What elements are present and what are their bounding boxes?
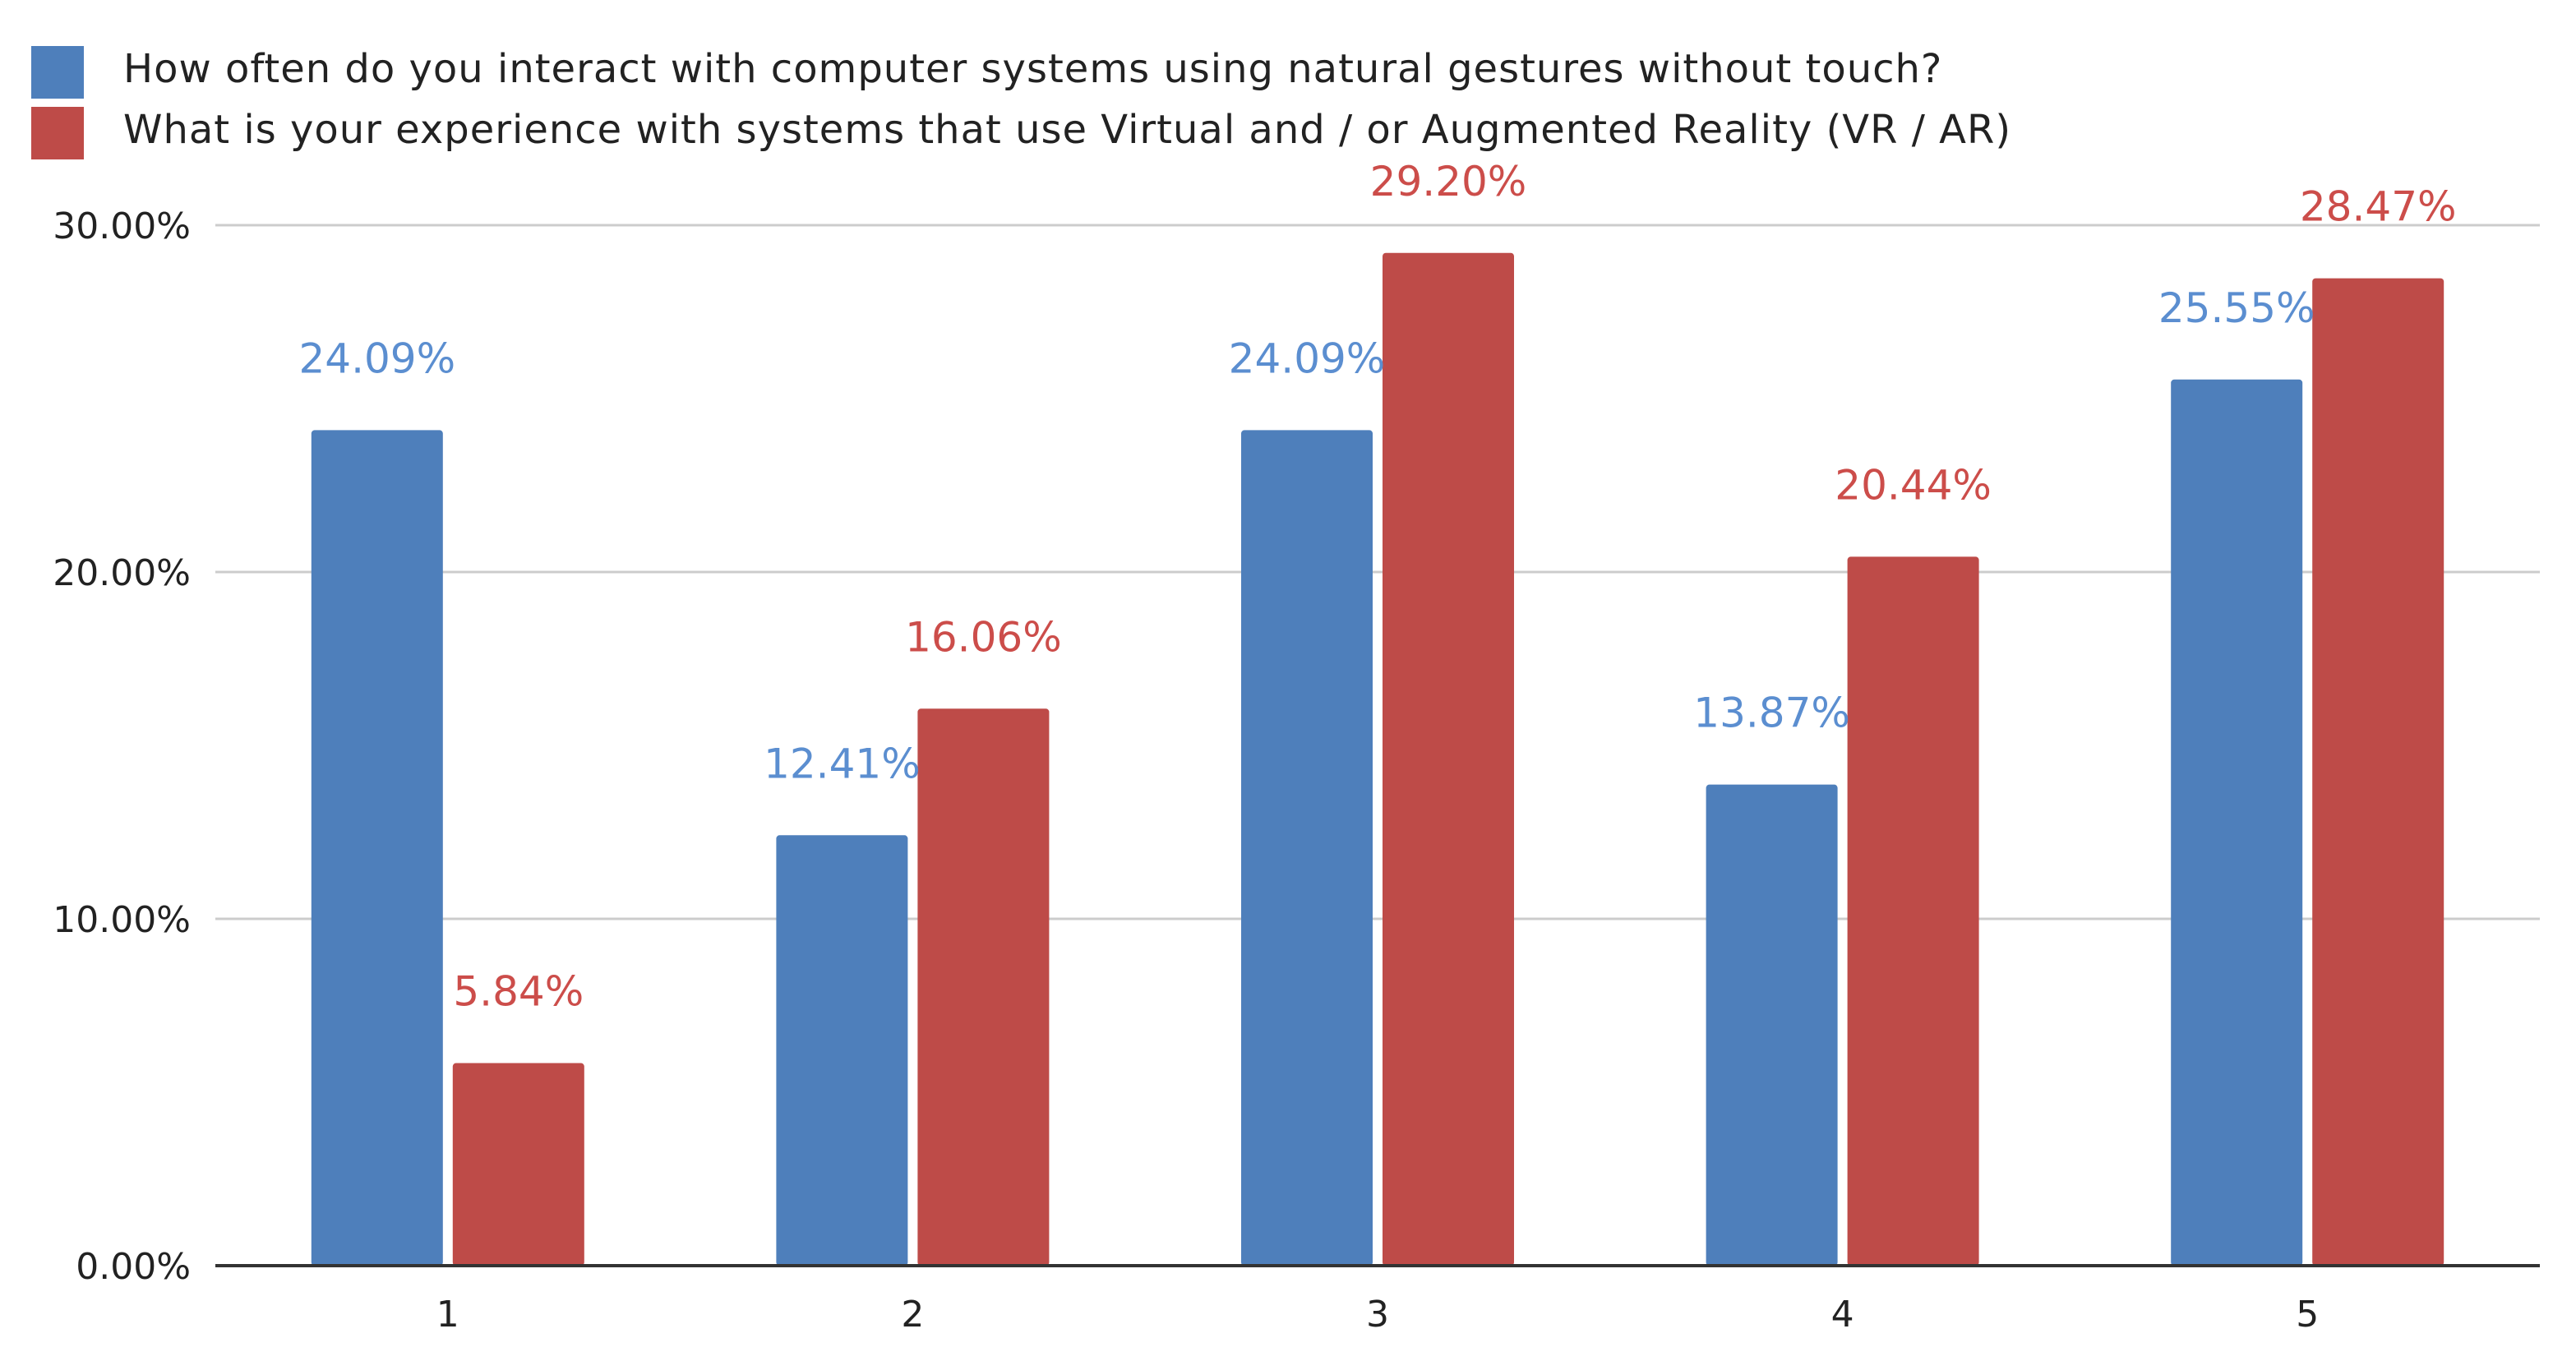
y-axis-ticks: 0.00% 10.00% 20.00% 30.00% bbox=[53, 205, 191, 1288]
bars bbox=[311, 252, 2444, 1266]
legend-item-series-1: How often do you interact with computer … bbox=[31, 46, 1942, 99]
x-tick-label: 1 bbox=[436, 1294, 459, 1336]
x-axis-ticks: 1 2 3 4 5 bbox=[436, 1294, 2319, 1336]
bar-series-1-cat-5 bbox=[2171, 379, 2303, 1266]
x-tick-label: 2 bbox=[901, 1294, 924, 1336]
data-label-series-2-cat-5: 28.47% bbox=[2300, 183, 2457, 231]
legend: How often do you interact with computer … bbox=[31, 46, 2011, 159]
legend-label-series-2: What is your experience with systems tha… bbox=[123, 107, 2011, 153]
legend-swatch-series-1 bbox=[31, 46, 84, 99]
data-label-series-1-cat-2: 12.41% bbox=[764, 740, 921, 787]
data-label-series-1-cat-4: 13.87% bbox=[1693, 690, 1850, 737]
x-tick-label: 5 bbox=[2296, 1294, 2319, 1336]
bar-series-1-cat-4 bbox=[1706, 784, 1838, 1266]
bar-series-2-cat-4 bbox=[1847, 556, 1979, 1266]
data-labels: 24.09% 5.84% 12.41% 16.06% 24.09% 29.20% 13.87… bbox=[298, 158, 2456, 1016]
data-label-series-2-cat-4: 20.44% bbox=[1835, 461, 1992, 509]
legend-swatch-series-2 bbox=[31, 107, 84, 159]
bar-series-2-cat-1 bbox=[452, 1063, 584, 1266]
y-tick-label: 30.00% bbox=[53, 205, 191, 247]
data-label-series-2-cat-1: 5.84% bbox=[453, 968, 584, 1016]
bar-series-2-cat-3 bbox=[1383, 252, 1514, 1266]
x-tick-label: 3 bbox=[1366, 1294, 1389, 1336]
y-tick-label: 0.00% bbox=[76, 1246, 191, 1288]
x-tick-label: 4 bbox=[1831, 1294, 1854, 1336]
data-label-series-1-cat-1: 24.09% bbox=[298, 334, 455, 382]
bar-series-2-cat-2 bbox=[917, 708, 1050, 1266]
legend-label-series-1: How often do you interact with computer … bbox=[123, 46, 1942, 92]
bar-series-1-cat-3 bbox=[1241, 430, 1373, 1266]
bar-series-1-cat-1 bbox=[311, 430, 443, 1266]
legend-item-series-2: What is your experience with systems tha… bbox=[31, 107, 2011, 159]
y-tick-label: 10.00% bbox=[53, 899, 191, 941]
data-label-series-2-cat-2: 16.06% bbox=[905, 613, 1062, 661]
bar-series-2-cat-5 bbox=[2312, 278, 2444, 1266]
y-tick-label: 20.00% bbox=[53, 552, 191, 594]
data-label-series-1-cat-5: 25.55% bbox=[2158, 284, 2315, 332]
data-label-series-2-cat-3: 29.20% bbox=[1370, 158, 1527, 205]
gridlines bbox=[215, 224, 2540, 920]
bar-series-1-cat-2 bbox=[776, 835, 908, 1266]
data-label-series-1-cat-3: 24.09% bbox=[1229, 334, 1386, 382]
